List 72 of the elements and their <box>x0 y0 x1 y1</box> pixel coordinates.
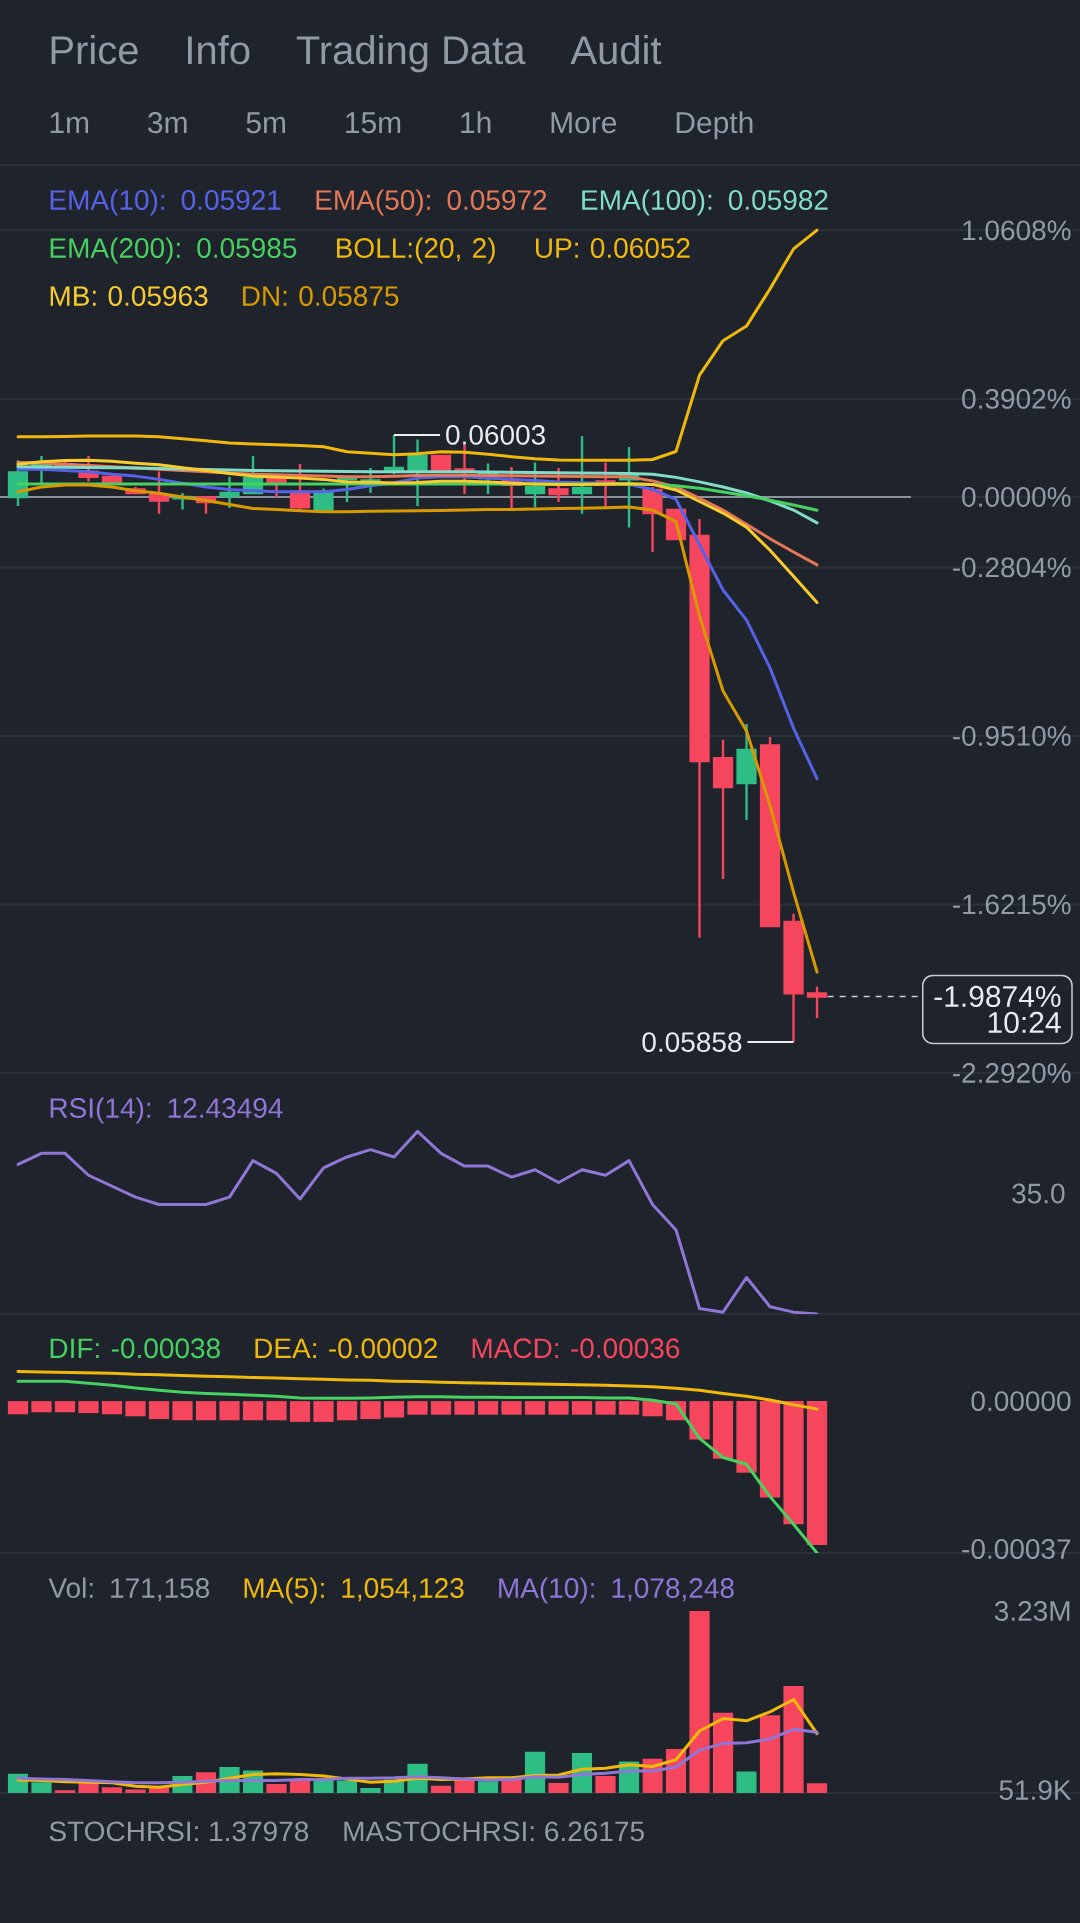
y-tick-label: -0.2804% <box>952 557 1071 578</box>
y-tick-label: 51.9K <box>999 1780 1072 1800</box>
text: More <box>551 112 617 134</box>
y-tick-label: -0.00037 <box>962 1539 1071 1559</box>
text: DN: 0.05875 <box>243 286 399 306</box>
text: 1m <box>50 112 89 133</box>
bar <box>336 1780 358 1793</box>
candlestick <box>783 912 804 1044</box>
annotation: 0.05858 <box>642 1032 742 1052</box>
candlestick <box>712 738 734 881</box>
text: MB: 0.05963 <box>50 286 208 306</box>
text: 15m <box>346 112 401 134</box>
candlestick <box>548 466 569 504</box>
candlestick <box>524 461 546 509</box>
text: Trading Data <box>296 35 526 73</box>
y-tick-label: 0.0000% <box>962 487 1071 507</box>
y-tick-label: 3.23M <box>994 1601 1070 1621</box>
series-label: DEA: -0.00002 <box>255 1338 437 1359</box>
text: 10:24 <box>988 1011 1061 1034</box>
text: 35.0 <box>1012 1183 1065 1204</box>
bar <box>783 1685 804 1793</box>
bar <box>31 1782 52 1793</box>
candlestick <box>689 517 710 939</box>
bar <box>477 1781 499 1793</box>
bar <box>689 1610 710 1793</box>
text: EMA(10): 0.05921 <box>50 189 281 216</box>
bar <box>266 1783 287 1793</box>
y-tick-label: -1.6215% <box>952 894 1071 915</box>
ref-line-label: -1.9874% <box>934 985 1061 1008</box>
candlestick <box>806 985 828 1020</box>
y-tick-label: 0.00000 <box>971 1391 1071 1412</box>
bar <box>125 1789 146 1793</box>
bar <box>806 1783 828 1793</box>
bar <box>595 1776 616 1793</box>
text: MASTOCHRSI: 6.26175 <box>344 1821 644 1842</box>
y-tick-label: -0.9510% <box>952 726 1071 746</box>
text: 3m <box>148 112 187 134</box>
series-label: DIF: -0.00038 <box>50 1338 220 1359</box>
chart-title: Vol: 171,158 <box>48 1577 210 1602</box>
text: Price <box>51 35 138 65</box>
candlestick <box>571 434 593 516</box>
candlestick <box>219 475 240 510</box>
series-label: MACD: -0.00036 <box>472 1338 680 1359</box>
text: 1h <box>461 111 491 133</box>
y-tick-label: 1.0608% <box>963 220 1071 241</box>
candlestick <box>148 470 170 516</box>
text: Audit <box>570 35 662 65</box>
text: MA(5): 1,054,123 <box>244 1577 464 1604</box>
legend-title: BOLL:(20, 2) <box>336 237 495 264</box>
text: Info <box>188 35 250 65</box>
series-label: RSI(14): 12.43494 <box>50 1097 283 1124</box>
text: EMA(100): 0.05982 <box>582 189 828 216</box>
text: UP: 0.06052 <box>535 238 690 258</box>
text: STOCHRSI: 1.37978 <box>49 1821 309 1842</box>
text: Depth <box>676 111 753 140</box>
bar <box>54 1790 76 1793</box>
bar <box>736 1771 757 1793</box>
annotation: 0.06003 <box>446 424 545 445</box>
y-tick-label: 0.3902% <box>962 388 1071 409</box>
bar <box>759 1715 781 1793</box>
bar <box>430 1785 452 1793</box>
candlestick <box>407 438 428 508</box>
bar <box>360 1787 381 1793</box>
candlestick <box>736 722 757 822</box>
bar <box>548 1782 569 1793</box>
bar <box>712 1712 734 1793</box>
text: 5m <box>246 112 286 134</box>
bar <box>101 1787 123 1793</box>
text: EMA(200): 0.05985 <box>50 237 297 264</box>
y-tick-label: -2.2920% <box>952 1063 1071 1083</box>
text: MA(10): 1,078,248 <box>499 1577 734 1604</box>
text: EMA(50): 0.05972 <box>316 189 547 216</box>
